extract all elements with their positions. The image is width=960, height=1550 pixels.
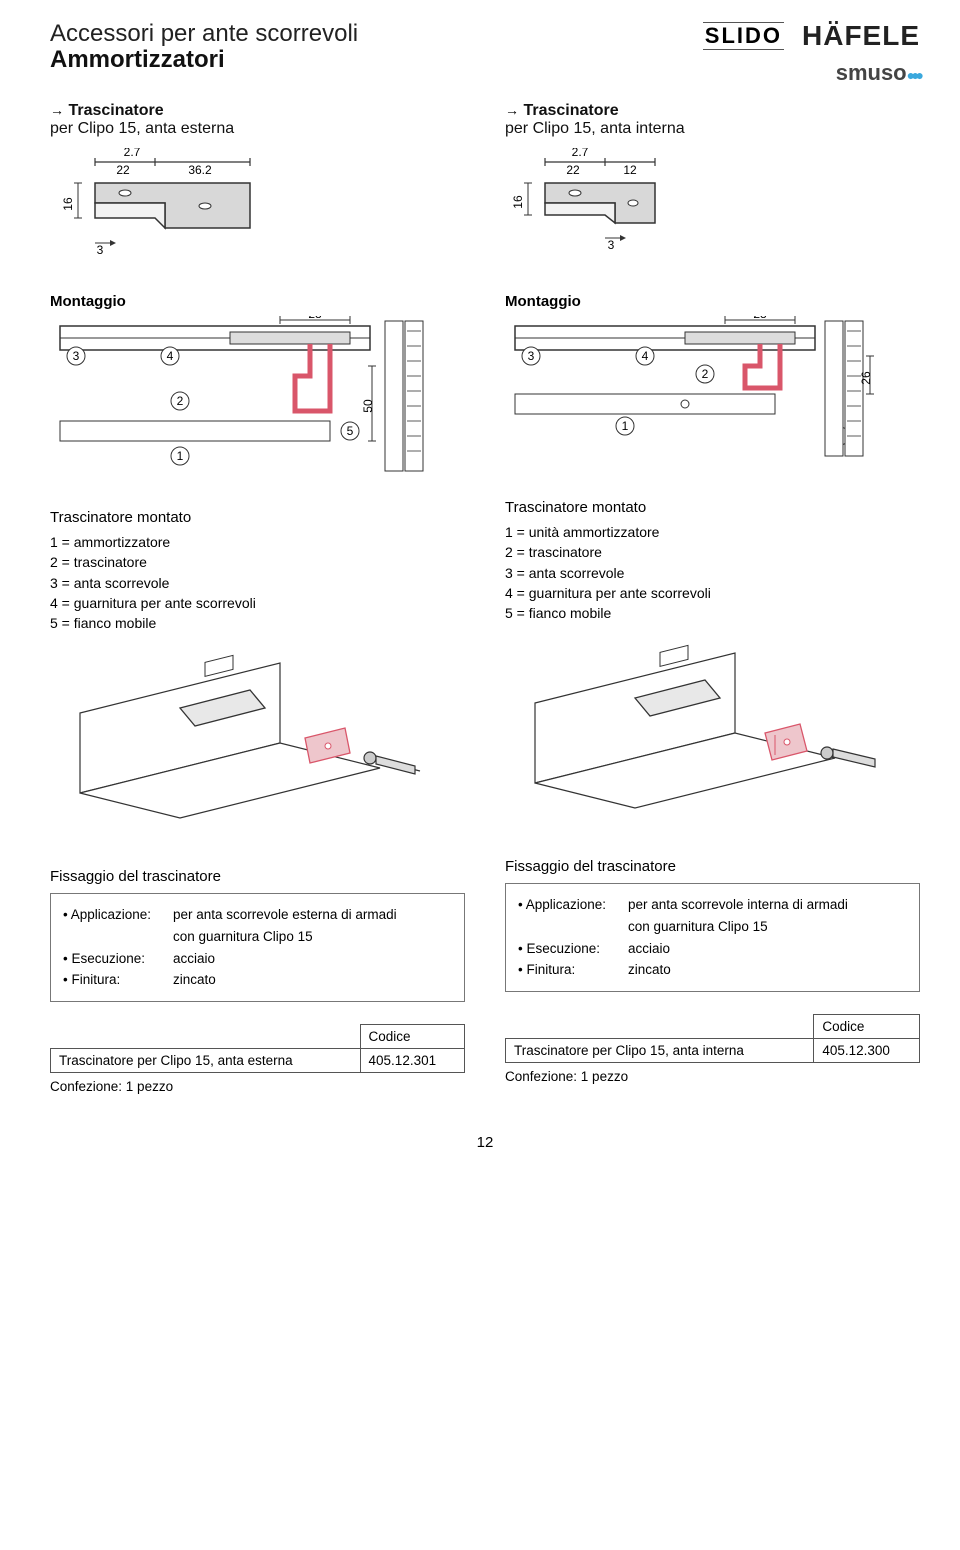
left-column: → Trascinatore per Clipo 15, anta estern… bbox=[50, 102, 465, 1094]
smuso-logo: smuso●●● bbox=[836, 60, 920, 86]
svg-text:50: 50 bbox=[361, 399, 375, 413]
right-bullets: Applicazione:per anta scorrevole interna… bbox=[505, 883, 920, 991]
svg-text:2.7: 2.7 bbox=[572, 148, 589, 159]
page-title-2: Ammortizzatori bbox=[50, 46, 358, 74]
right-mount-figure: 28 3 4 2 1 5 bbox=[505, 316, 920, 471]
right-column: → Trascinatore per Clipo 15, anta intern… bbox=[505, 102, 920, 1094]
svg-text:2: 2 bbox=[177, 394, 184, 408]
left-bullets: Applicazione:per anta scorrevole esterna… bbox=[50, 893, 465, 1001]
svg-text:12: 12 bbox=[623, 163, 637, 177]
arrow-icon: → bbox=[50, 102, 64, 118]
svg-text:3: 3 bbox=[97, 243, 104, 257]
left-subhead-2: per Clipo 15, anta esterna bbox=[50, 120, 465, 138]
left-conf: Confezione: 1 pezzo bbox=[50, 1079, 465, 1094]
svg-text:28: 28 bbox=[753, 316, 767, 321]
svg-text:2.7: 2.7 bbox=[124, 148, 141, 159]
left-code-table: Codice Trascinatore per Clipo 15, anta e… bbox=[50, 1024, 465, 1073]
svg-text:5: 5 bbox=[347, 424, 354, 438]
svg-text:1: 1 bbox=[177, 449, 184, 463]
arrow-icon: → bbox=[505, 102, 519, 118]
svg-text:22: 22 bbox=[116, 163, 130, 177]
left-legend-head: Trascinatore montato bbox=[50, 509, 465, 526]
right-fix-head: Fissaggio del trascinatore bbox=[505, 858, 920, 875]
page-title-1: Accessori per ante scorrevoli bbox=[50, 20, 358, 48]
left-mount-figure: 28 3 4 2 bbox=[50, 316, 465, 481]
svg-text:3: 3 bbox=[73, 349, 80, 363]
right-subhead-2: per Clipo 15, anta interna bbox=[505, 120, 920, 138]
hafele-logo: HÄFELE bbox=[802, 20, 920, 52]
left-mount-head: Montaggio bbox=[50, 293, 465, 310]
svg-text:4: 4 bbox=[167, 349, 174, 363]
svg-text:28: 28 bbox=[308, 316, 322, 321]
svg-text:22: 22 bbox=[566, 163, 580, 177]
svg-text:3: 3 bbox=[528, 349, 535, 363]
right-dim-figure: 2.7 22 12 16 bbox=[505, 148, 920, 263]
page-number: 12 bbox=[50, 1134, 920, 1151]
right-legend-head: Trascinatore montato bbox=[505, 499, 920, 516]
svg-text:36.2: 36.2 bbox=[188, 163, 212, 177]
right-conf: Confezione: 1 pezzo bbox=[505, 1069, 920, 1084]
svg-text:3: 3 bbox=[608, 238, 615, 252]
right-code-table: Codice Trascinatore per Clipo 15, anta i… bbox=[505, 1014, 920, 1063]
svg-text:16: 16 bbox=[511, 195, 525, 209]
svg-text:2: 2 bbox=[702, 367, 709, 381]
left-legend: 1 = ammortizzatore 2 = trascinatore 3 = … bbox=[50, 532, 465, 633]
svg-text:16: 16 bbox=[61, 197, 75, 211]
left-subhead-1: Trascinatore bbox=[68, 102, 163, 119]
right-legend: 1 = unità ammortizzatore 2 = trascinator… bbox=[505, 522, 920, 623]
svg-text:4: 4 bbox=[642, 349, 649, 363]
left-iso-figure bbox=[50, 653, 465, 838]
svg-text:1: 1 bbox=[622, 419, 629, 433]
left-fix-head: Fissaggio del trascinatore bbox=[50, 868, 465, 885]
svg-text:26: 26 bbox=[859, 371, 873, 385]
slido-logo: SLIDO bbox=[703, 22, 784, 50]
left-dim-figure: 2.7 22 36.2 bbox=[50, 148, 465, 263]
right-iso-figure bbox=[505, 643, 920, 828]
right-mount-head: Montaggio bbox=[505, 293, 920, 310]
right-subhead-1: Trascinatore bbox=[523, 102, 618, 119]
